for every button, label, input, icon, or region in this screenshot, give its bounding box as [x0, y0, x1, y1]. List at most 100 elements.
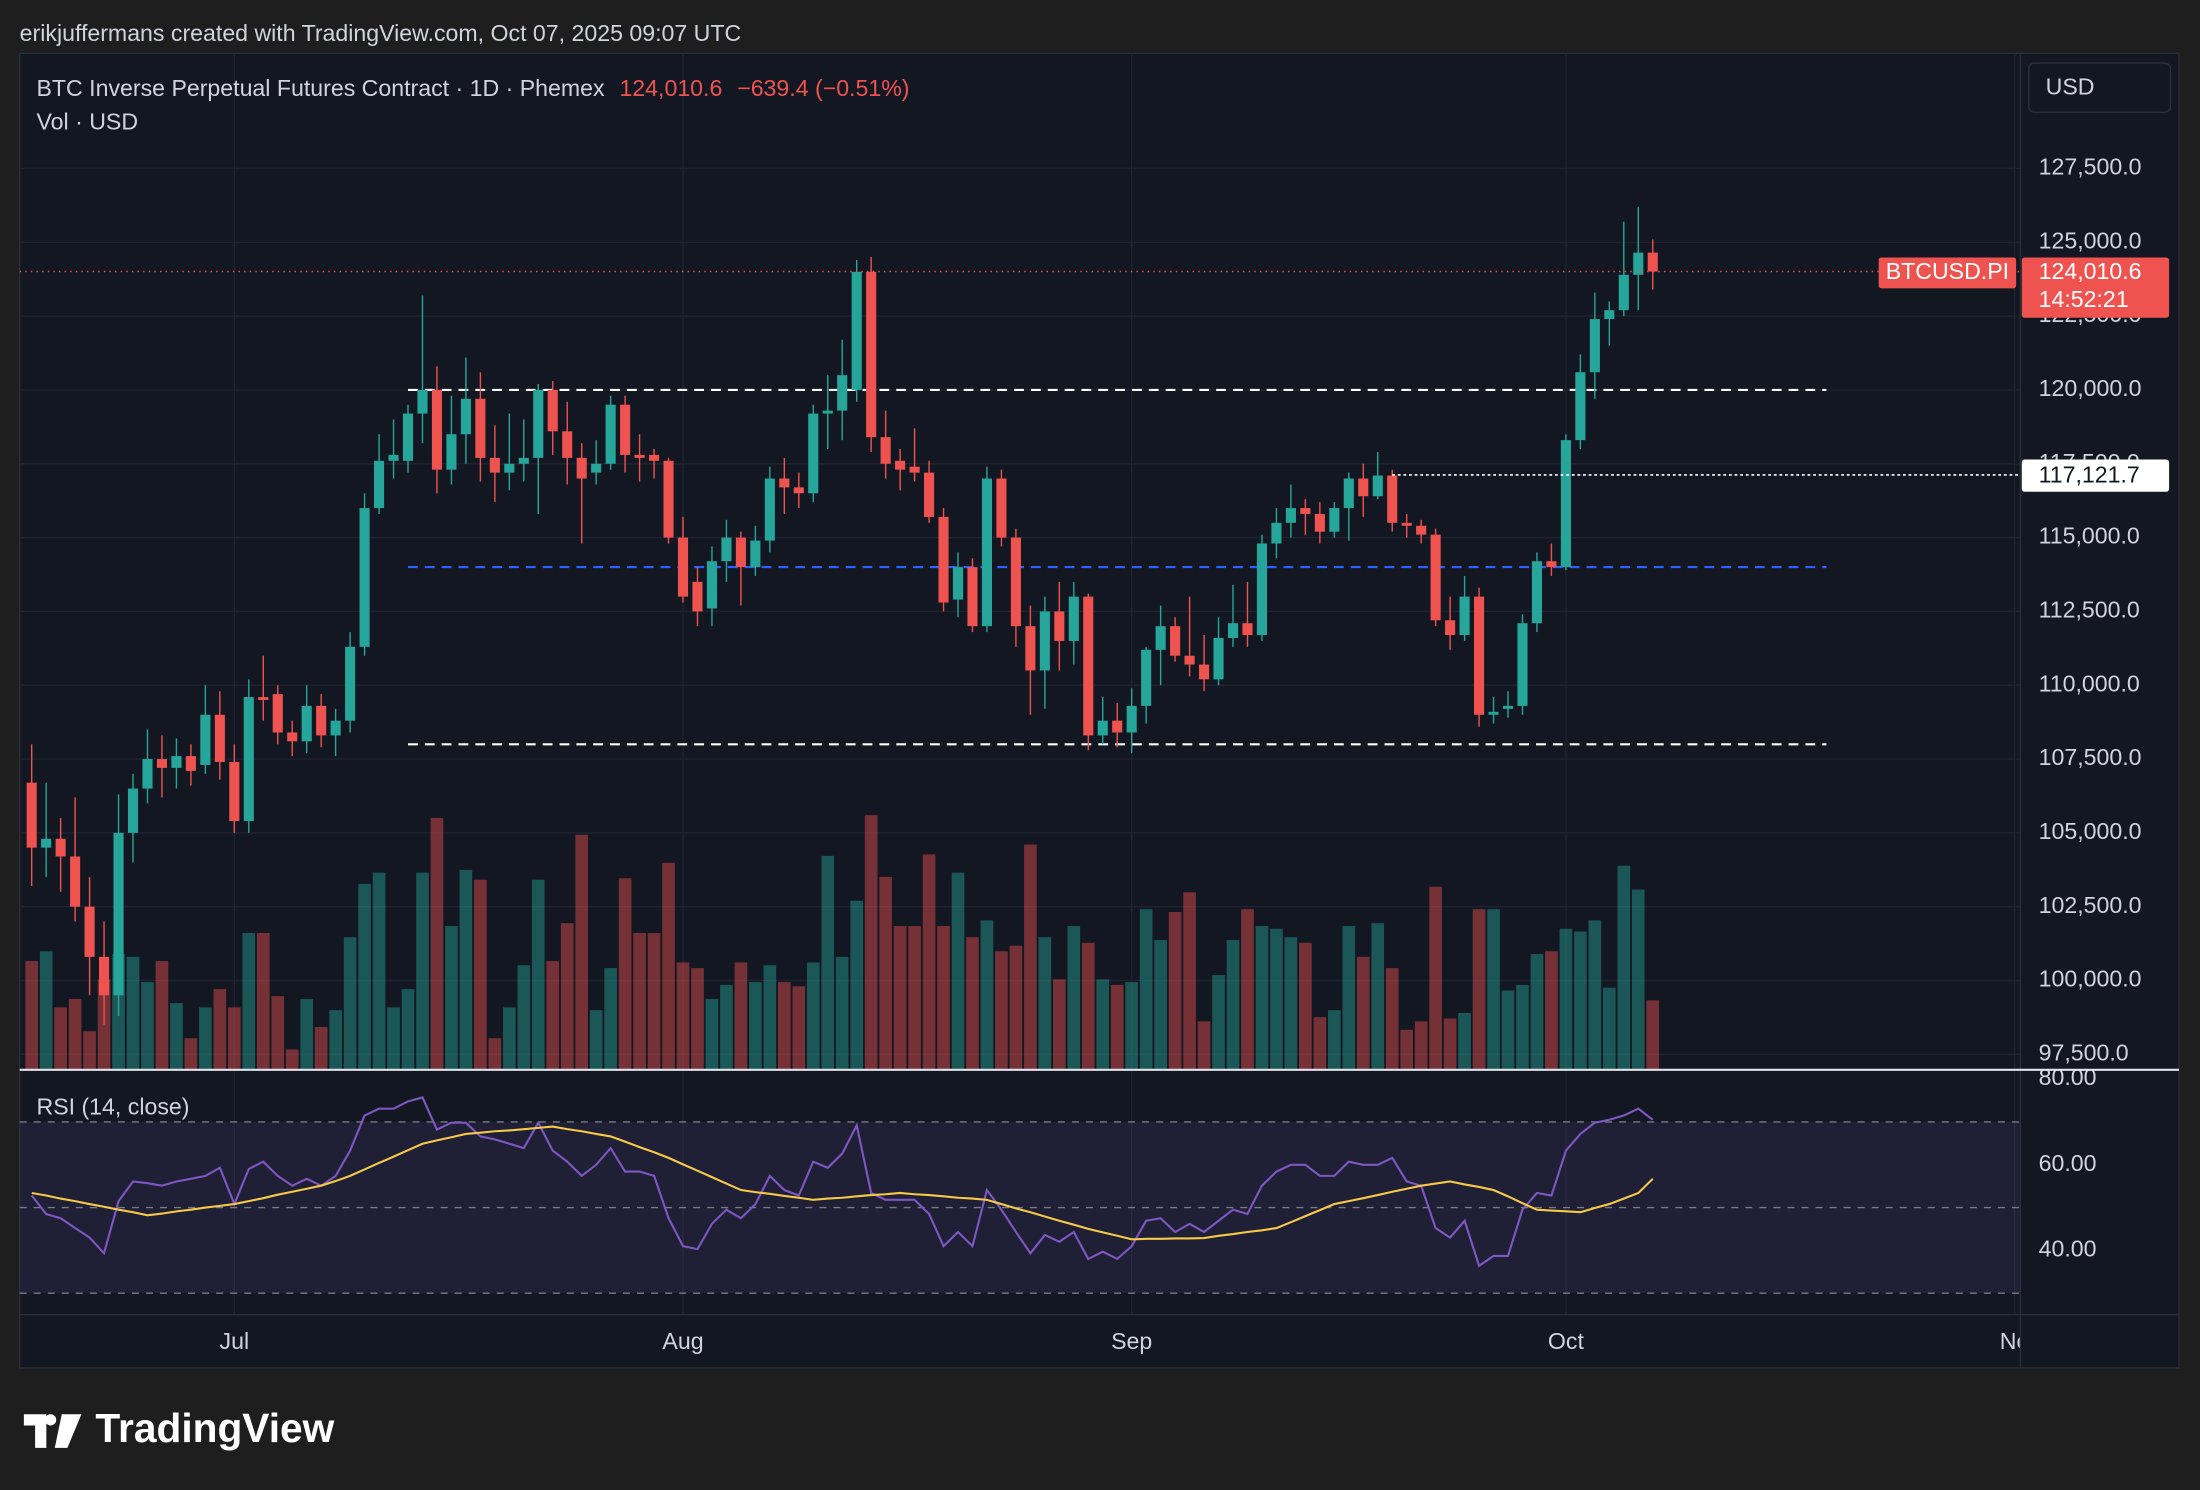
- candle-body: [1213, 637, 1224, 680]
- rsi-legend: RSI (14, close): [37, 1093, 190, 1119]
- volume-bar: [1139, 909, 1153, 1070]
- volume-bar: [806, 962, 820, 1070]
- volume-bar: [1545, 951, 1558, 1070]
- candle-body: [258, 697, 269, 700]
- y-tick-label: 107,500.0: [2039, 744, 2142, 770]
- volume-bar: [763, 965, 777, 1070]
- y-tick-label: 112,500.0: [2039, 597, 2140, 623]
- candle-body: [1010, 537, 1021, 627]
- volume-bar: [459, 869, 473, 1070]
- volume-bar: [474, 879, 487, 1070]
- candle-body: [243, 697, 254, 822]
- volume-bar: [1501, 990, 1515, 1070]
- candle-body: [605, 404, 616, 464]
- volume-bar: [575, 834, 589, 1070]
- currency-button[interactable]: [2028, 62, 2172, 113]
- volume-bar: [1617, 865, 1631, 1070]
- volume-bar: [1429, 886, 1442, 1070]
- rsi-tick-label: 80.00: [2039, 1064, 2097, 1090]
- volume-bar: [228, 1007, 241, 1070]
- volume-bar: [1414, 1021, 1428, 1070]
- candle-body: [70, 856, 81, 907]
- candle-body: [706, 561, 718, 609]
- volume-bar: [1646, 1000, 1660, 1070]
- candle-body: [822, 410, 833, 414]
- volume-bar: [68, 998, 82, 1070]
- candle-body: [634, 454, 645, 458]
- volume-bar: [387, 1007, 400, 1070]
- candle-body: [1531, 561, 1543, 624]
- price-tag-text: 124,010.6: [2039, 258, 2142, 284]
- volume-bar: [1154, 940, 1167, 1070]
- volume-bar: [54, 1007, 67, 1070]
- y-tick-label: 102,500.0: [2039, 892, 2142, 918]
- volume-bar: [1226, 940, 1240, 1070]
- candle-body: [185, 756, 196, 771]
- candle-body: [359, 508, 370, 647]
- volume-bar: [546, 961, 560, 1070]
- candle-body: [84, 906, 95, 957]
- candle-body: [837, 375, 848, 411]
- candle-body: [866, 271, 877, 438]
- candle-body: [1184, 655, 1195, 665]
- volume-bar: [1472, 909, 1486, 1070]
- candle-body: [808, 413, 819, 494]
- volume-bar: [343, 937, 357, 1070]
- candle-body: [981, 478, 993, 627]
- candle-body: [620, 404, 631, 455]
- candle-body: [504, 463, 515, 473]
- logo-icon: [23, 1414, 82, 1448]
- candle-body: [55, 838, 66, 857]
- marker-tag-text: 117,121.7: [2039, 461, 2140, 487]
- candle-body: [750, 540, 761, 568]
- logo-text: TradingView: [95, 1405, 334, 1451]
- candle-body: [967, 567, 978, 627]
- candle-body: [1271, 522, 1282, 544]
- candle-body: [1401, 522, 1412, 526]
- volume-bar: [662, 862, 675, 1070]
- volume-bar: [778, 982, 791, 1070]
- candle-body: [1474, 596, 1485, 715]
- candle-body: [214, 714, 225, 762]
- volume-bar: [1400, 1029, 1414, 1070]
- volume-bar: [633, 933, 646, 1070]
- currency-label[interactable]: USD: [2046, 73, 2095, 99]
- volume-bar: [430, 817, 444, 1070]
- candle-body: [1575, 372, 1586, 441]
- candle-body: [272, 694, 283, 733]
- rsi-ma-line: [31, 1125, 1654, 1241]
- candle-body: [417, 389, 428, 414]
- candle-body: [721, 537, 732, 562]
- volume-bar: [995, 951, 1008, 1070]
- volume-bar: [676, 962, 690, 1070]
- volume-bar: [1631, 889, 1645, 1070]
- candle-body: [1416, 525, 1427, 535]
- candle-body: [229, 761, 240, 822]
- candle-body: [663, 460, 674, 538]
- candle-body: [1647, 252, 1658, 272]
- volume-bar: [937, 925, 950, 1070]
- volume-bar: [271, 996, 285, 1070]
- candle-body: [1358, 478, 1369, 497]
- volume-bar: [1299, 942, 1312, 1070]
- candle-body: [287, 732, 298, 742]
- candle-body: [1300, 508, 1311, 514]
- volume-bar: [285, 1049, 299, 1070]
- candle-body: [142, 759, 153, 789]
- candle-body: [446, 434, 457, 470]
- candle-body: [1039, 611, 1050, 671]
- volume-bar: [1487, 909, 1500, 1070]
- candle-body: [924, 472, 935, 517]
- candle-body: [1256, 543, 1268, 636]
- volume-bar: [445, 925, 458, 1070]
- volume-bar: [1255, 925, 1269, 1070]
- volume-bar: [749, 982, 762, 1070]
- candle-body: [1633, 252, 1644, 275]
- footer-logo: TradingView: [23, 1405, 335, 1451]
- volume-bar: [1067, 925, 1081, 1070]
- candle-body: [1170, 626, 1181, 656]
- volume-bar: [416, 872, 429, 1070]
- legend-price: 124,010.6: [619, 75, 722, 101]
- volume-bar: [705, 998, 719, 1070]
